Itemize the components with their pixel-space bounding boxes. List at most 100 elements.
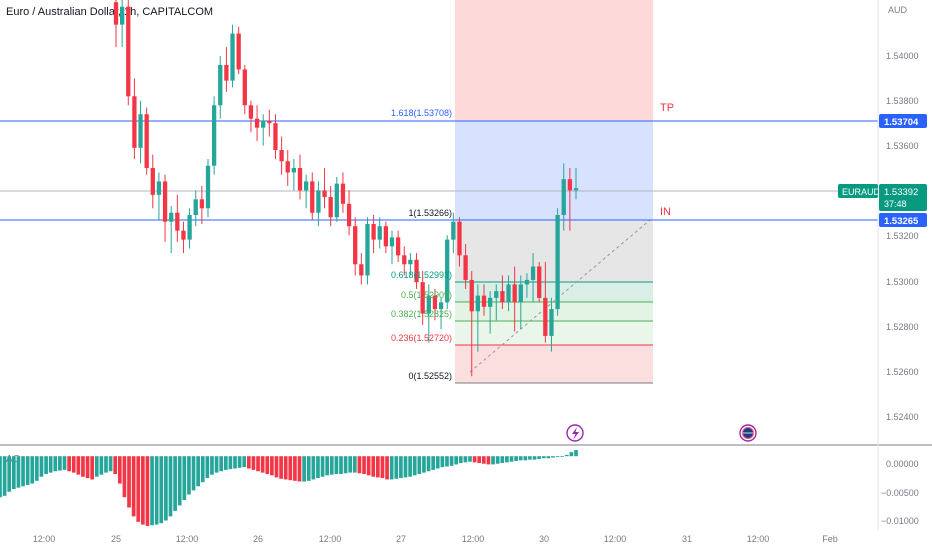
ao-bar (505, 456, 509, 463)
candle[interactable] (549, 309, 554, 336)
candle[interactable] (254, 118, 260, 128)
lightning-event-icon[interactable] (566, 424, 584, 442)
candle[interactable] (414, 259, 419, 283)
ao-bar (67, 456, 71, 472)
candle[interactable] (573, 188, 579, 191)
candle[interactable] (530, 266, 536, 280)
candle[interactable] (555, 215, 560, 310)
candle[interactable] (273, 123, 278, 151)
candle[interactable] (205, 165, 211, 209)
price-tick: 1.52800 (886, 322, 919, 332)
candle[interactable] (340, 183, 346, 204)
entry-annotation[interactable]: IN (660, 206, 671, 218)
candle[interactable] (445, 239, 450, 303)
candle[interactable] (211, 105, 217, 166)
candle[interactable] (481, 295, 487, 307)
candle[interactable] (494, 291, 499, 298)
candle[interactable] (463, 255, 468, 280)
candle[interactable] (512, 284, 517, 303)
ao-bar (283, 456, 288, 480)
candle[interactable] (310, 181, 315, 213)
candle[interactable] (377, 226, 382, 240)
ao-bar (477, 456, 482, 464)
candle[interactable] (113, 2, 119, 25)
candle[interactable] (524, 279, 530, 285)
tp-zone-fill (455, 121, 653, 220)
position-tool[interactable] (455, 0, 653, 384)
time-tick: 12:00 (33, 534, 56, 544)
candle[interactable] (138, 114, 143, 148)
candle[interactable] (518, 284, 523, 303)
candle[interactable] (297, 167, 303, 191)
candle[interactable] (328, 197, 333, 218)
candle[interactable] (230, 33, 235, 81)
candle[interactable] (451, 221, 456, 240)
candle[interactable] (408, 259, 413, 265)
candle[interactable] (261, 120, 266, 128)
candle[interactable] (543, 297, 548, 336)
candle[interactable] (303, 181, 309, 191)
candle[interactable] (359, 264, 364, 276)
candle[interactable] (346, 203, 352, 227)
time-axis[interactable]: 12:00 25 12:00 26 12:00 27 12:00 30 12:0… (33, 534, 838, 544)
candle[interactable] (402, 255, 407, 265)
globe-event-icon[interactable] (739, 424, 757, 442)
candle[interactable] (285, 161, 290, 173)
candle[interactable] (218, 64, 223, 106)
candle[interactable] (457, 221, 462, 256)
candle[interactable] (291, 167, 297, 173)
candle[interactable] (475, 295, 481, 312)
candle[interactable] (506, 284, 511, 303)
candle[interactable] (469, 279, 474, 312)
candle[interactable] (353, 226, 358, 265)
price-scale[interactable]: AUD 1.54000 1.53800 1.53600 1.53200 1.53… (886, 5, 919, 422)
candle[interactable] (224, 64, 229, 81)
ao-bar (357, 456, 362, 474)
candle[interactable] (500, 291, 505, 303)
tp-annotation[interactable]: TP (660, 102, 674, 114)
candle[interactable] (236, 33, 241, 70)
candle[interactable] (199, 199, 205, 209)
candle[interactable] (193, 199, 198, 215)
candle[interactable] (242, 69, 247, 106)
ao-bar (311, 456, 316, 480)
candle[interactable] (132, 96, 137, 148)
candle[interactable] (267, 120, 272, 124)
candle[interactable] (175, 212, 180, 231)
ao-bar (426, 456, 431, 472)
candle[interactable] (187, 215, 192, 240)
candle[interactable] (438, 302, 444, 310)
candle[interactable] (144, 114, 149, 168)
candle[interactable] (371, 223, 376, 240)
indicator-scale[interactable]: 0.00000 −0.00500 −0.01000 (881, 459, 919, 526)
candles-layer (113, 0, 579, 377)
ao-bar (509, 456, 514, 462)
candle[interactable] (119, 6, 125, 25)
candle[interactable] (126, 6, 131, 97)
candle[interactable] (383, 226, 389, 247)
candle[interactable] (316, 190, 321, 213)
ao-bar (141, 456, 145, 525)
candle[interactable] (561, 179, 566, 215)
candle[interactable] (150, 167, 155, 195)
candle[interactable] (334, 183, 339, 218)
candle[interactable] (248, 105, 254, 119)
candle[interactable] (156, 181, 162, 195)
candle[interactable] (181, 230, 186, 240)
ao-bar (7, 456, 12, 492)
candle[interactable] (537, 266, 542, 298)
candle[interactable] (162, 181, 168, 222)
candle[interactable] (365, 223, 370, 276)
candle[interactable] (567, 179, 573, 191)
candle[interactable] (420, 282, 425, 314)
candle[interactable] (395, 237, 401, 256)
candle[interactable] (426, 295, 431, 314)
ao-bar (127, 456, 131, 508)
candle[interactable] (322, 190, 327, 198)
candle[interactable] (279, 150, 284, 162)
candle[interactable] (169, 212, 174, 222)
candle[interactable] (487, 297, 493, 307)
candle[interactable] (432, 295, 438, 310)
candle[interactable] (389, 237, 395, 247)
